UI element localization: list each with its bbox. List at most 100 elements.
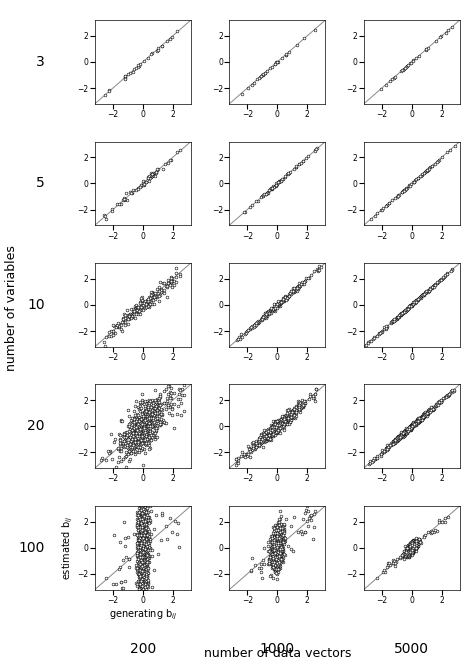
Point (136, 542, 144, 553)
Point (137, 405, 144, 416)
Point (423, 407, 431, 417)
Point (407, 543, 414, 553)
Point (143, 521, 150, 532)
Point (272, 180, 280, 190)
Point (287, 521, 295, 531)
Point (121, 533, 129, 543)
Point (272, 557, 279, 568)
Point (274, 529, 282, 540)
Point (278, 535, 286, 545)
Point (411, 542, 419, 553)
Point (136, 536, 143, 547)
Point (266, 425, 273, 436)
Point (274, 542, 282, 553)
Point (268, 421, 276, 432)
Point (409, 543, 416, 554)
Point (276, 539, 283, 549)
Point (408, 543, 415, 554)
Point (409, 547, 416, 558)
Point (152, 397, 159, 407)
Point (273, 559, 281, 570)
Point (142, 505, 149, 515)
Point (136, 307, 143, 318)
Point (270, 548, 278, 559)
Point (272, 549, 279, 560)
Point (264, 308, 272, 318)
Text: 1000: 1000 (260, 642, 295, 655)
Point (435, 275, 443, 286)
Point (138, 556, 146, 567)
Point (274, 419, 282, 430)
Point (140, 564, 147, 575)
Point (410, 540, 418, 551)
Point (261, 188, 268, 199)
Point (140, 543, 148, 553)
Point (140, 532, 148, 543)
Point (413, 415, 421, 426)
Point (273, 551, 280, 562)
Point (139, 556, 147, 567)
Point (282, 415, 290, 425)
Point (407, 542, 415, 553)
Point (441, 392, 449, 403)
Point (405, 544, 413, 555)
Point (289, 405, 296, 416)
Point (137, 540, 144, 551)
Point (377, 326, 384, 337)
Point (130, 415, 137, 426)
Point (135, 427, 142, 438)
Point (265, 308, 273, 319)
Point (406, 180, 413, 191)
Point (134, 542, 142, 553)
Point (135, 436, 142, 447)
Point (409, 541, 417, 552)
Point (384, 559, 392, 570)
Point (139, 554, 147, 565)
Point (410, 538, 418, 549)
Point (139, 433, 146, 444)
Point (406, 545, 413, 555)
Point (275, 543, 283, 554)
Point (278, 555, 285, 565)
Point (144, 525, 152, 536)
Point (399, 65, 406, 76)
Point (407, 58, 414, 68)
Point (407, 547, 414, 558)
Point (411, 543, 419, 554)
Point (406, 547, 413, 557)
Point (145, 516, 153, 527)
Point (285, 412, 293, 423)
Point (272, 548, 280, 559)
Point (135, 435, 142, 446)
Point (405, 547, 413, 558)
Point (275, 531, 283, 541)
Point (388, 439, 395, 450)
Point (139, 549, 146, 559)
Point (137, 527, 145, 537)
Point (136, 398, 144, 409)
Point (274, 545, 282, 555)
Point (260, 558, 268, 569)
Point (415, 538, 422, 549)
Point (274, 524, 282, 535)
Point (445, 389, 452, 400)
Point (407, 544, 415, 555)
Point (142, 430, 149, 441)
Point (411, 540, 419, 551)
Point (402, 425, 410, 436)
Point (408, 548, 415, 559)
Point (140, 561, 148, 572)
Point (406, 423, 414, 434)
Point (274, 538, 282, 549)
Point (274, 545, 282, 556)
Point (273, 519, 280, 530)
Point (410, 541, 418, 551)
Point (441, 393, 448, 403)
Point (299, 401, 307, 412)
Point (408, 547, 416, 557)
Point (115, 318, 123, 329)
Point (430, 403, 438, 413)
Point (423, 407, 431, 418)
Point (276, 536, 283, 547)
Point (272, 545, 279, 556)
